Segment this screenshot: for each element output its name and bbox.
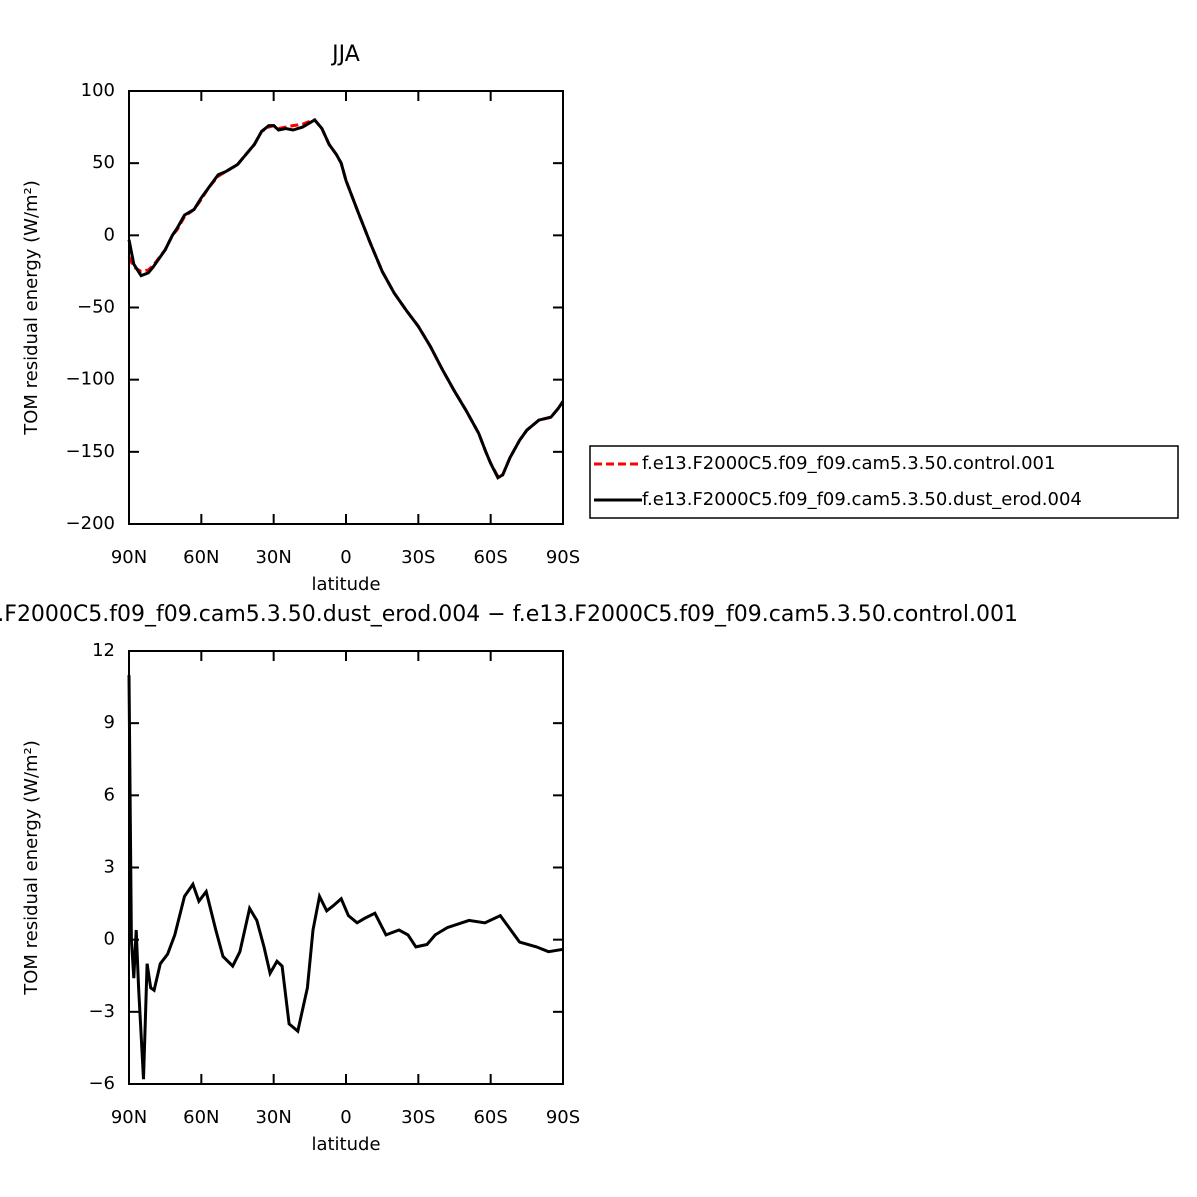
y-tick-label: −50 (77, 297, 115, 318)
x-tick-label: 30S (401, 547, 435, 568)
x-tick-label: 90S (546, 547, 580, 568)
y-tick-label: −100 (66, 369, 115, 390)
x-tick-label: 30N (255, 547, 291, 568)
x-tick-label: 30N (255, 1107, 291, 1128)
x-tick-label: 0 (340, 1107, 351, 1128)
x-tick-label: 90S (546, 1107, 580, 1128)
y-tick-label: −3 (88, 1001, 115, 1022)
y-axis-label: TOM residual energy (W/m²) (21, 180, 42, 436)
y-axis-label: TOM residual energy (W/m²) (21, 740, 42, 996)
y-tick-label: 9 (104, 712, 115, 733)
x-tick-label: 60N (183, 547, 219, 568)
y-tick-label: 3 (104, 857, 115, 878)
x-tick-label: 0 (340, 547, 351, 568)
legend-label: f.e13.F2000C5.f09_f09.cam5.3.50.dust_ero… (642, 489, 1082, 510)
y-tick-label: −6 (88, 1073, 115, 1094)
x-tick-label: 30S (401, 1107, 435, 1128)
x-axis-label: latitude (311, 574, 380, 595)
y-tick-label: −150 (66, 441, 115, 462)
y-tick-label: 0 (104, 224, 115, 245)
chart-title: JJA (330, 42, 360, 67)
series-line (127, 117, 565, 480)
x-tick-label: 60S (473, 1107, 507, 1128)
y-tick-label: −200 (66, 513, 115, 534)
y-tick-label: 12 (92, 640, 115, 661)
plot-frame (128, 650, 564, 1085)
series-line (127, 118, 565, 479)
x-tick-label: 90N (111, 547, 147, 568)
x-tick-label: 90N (111, 1107, 147, 1128)
y-tick-label: 0 (104, 929, 115, 950)
x-tick-label: 60S (473, 547, 507, 568)
legend-label: f.e13.F2000C5.f09_f09.cam5.3.50.control.… (642, 453, 1055, 474)
series-line (127, 675, 564, 1080)
y-tick-label: 6 (104, 784, 115, 805)
x-axis-label: latitude (311, 1134, 380, 1155)
legend-box (589, 445, 1179, 519)
x-tick-label: 60N (183, 1107, 219, 1128)
y-tick-label: 100 (81, 80, 115, 101)
chart-title: f.e13.F2000C5.f09_f09.cam5.3.50.dust_ero… (0, 602, 1018, 627)
plot-frame (128, 90, 564, 525)
y-tick-label: 50 (92, 152, 115, 173)
